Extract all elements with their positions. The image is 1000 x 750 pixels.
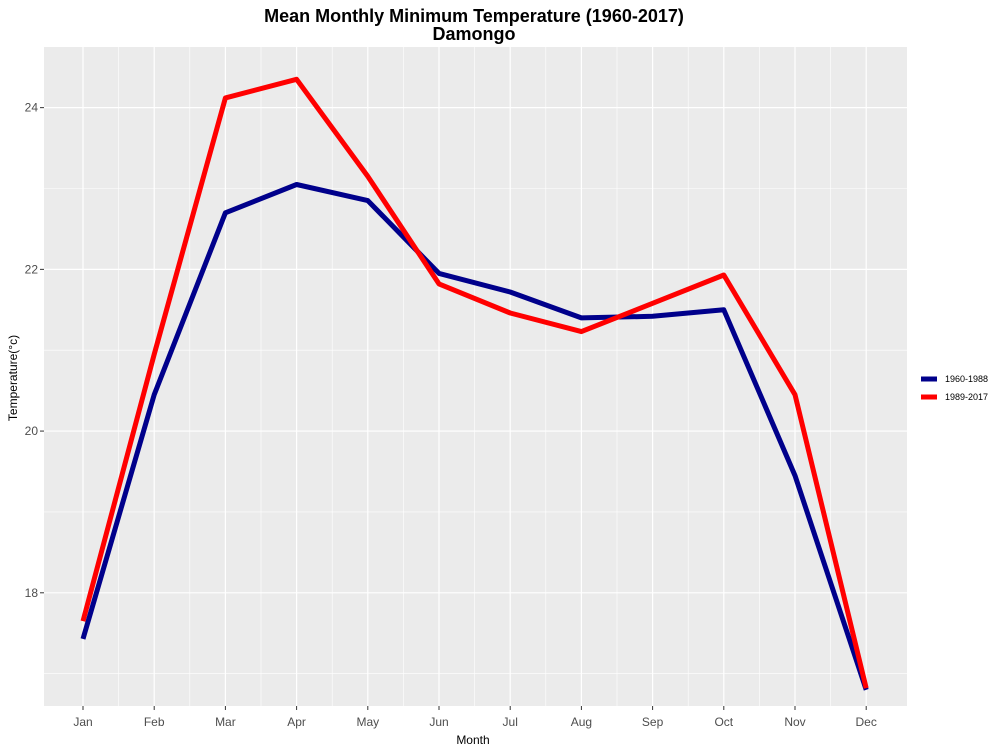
x-tick-label: Aug [571, 715, 592, 729]
chart-title: Mean Monthly Minimum Temperature (1960-2… [264, 6, 684, 26]
x-tick-label: Jan [73, 715, 92, 729]
x-tick-label: Oct [714, 715, 733, 729]
legend-label: 1989-2017 [945, 392, 988, 402]
chart-subtitle: Damongo [433, 24, 516, 44]
y-tick-label: 20 [25, 424, 39, 438]
x-tick-label: Feb [144, 715, 165, 729]
series-line-1989-2017 [80, 76, 869, 689]
series-line-1960-1988 [80, 182, 869, 691]
series-lines [80, 76, 869, 691]
major-gridlines [44, 47, 907, 706]
legend-label: 1960-1988 [945, 374, 988, 384]
y-tick-label: 24 [25, 101, 39, 115]
x-tick-label: Nov [784, 715, 805, 729]
legend: 1960-1988 1989-2017 [921, 374, 988, 402]
x-axis-title: Month [456, 733, 489, 747]
x-tick-label: Dec [856, 715, 877, 729]
x-tick-label: Jun [429, 715, 448, 729]
y-axis-ticks: 18 20 22 24 [25, 101, 44, 600]
y-tick-label: 22 [25, 262, 39, 276]
x-tick-label: May [356, 715, 379, 729]
x-tick-label: Jul [503, 715, 518, 729]
minor-gridlines [44, 47, 907, 706]
plot-panel [44, 47, 907, 706]
x-tick-label: Apr [287, 715, 306, 729]
x-tick-label: Mar [215, 715, 236, 729]
x-axis-ticks: Jan Feb Mar Apr May Jun Jul Aug Sep Oct Nov Dec [73, 706, 877, 729]
y-axis-title: Temperature(°c) [6, 335, 20, 421]
x-tick-label: Sep [642, 715, 664, 729]
y-tick-label: 18 [25, 586, 39, 600]
